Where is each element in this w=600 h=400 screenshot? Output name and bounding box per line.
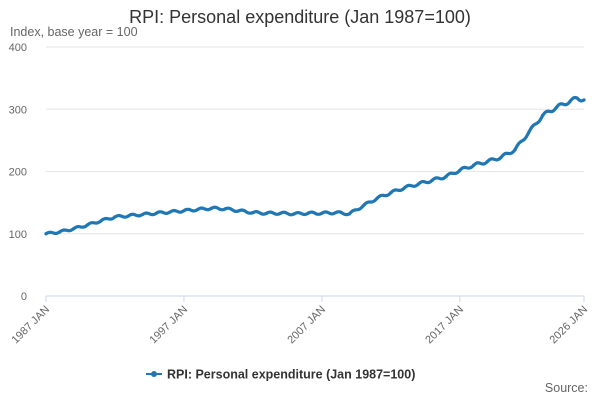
data-point-0-27 — [416, 182, 421, 186]
series-line-0 — [44, 95, 586, 236]
data-point-0-17 — [278, 211, 283, 215]
data-point-0-40 — [582, 98, 586, 102]
gridlines — [46, 46, 584, 235]
data-point-0-18 — [292, 212, 296, 216]
x-tick-label-3: 2017 JAN — [423, 304, 466, 347]
data-point-0-26 — [403, 186, 407, 190]
data-point-0-38 — [568, 99, 572, 103]
x-tick-label-2: 2007 JAN — [285, 304, 328, 347]
y-axis: 0 100 200 300 400 — [9, 42, 27, 303]
data-point-0-24 — [375, 196, 379, 200]
data-point-0-37 — [554, 105, 559, 109]
data-point-0-28 — [430, 178, 434, 182]
data-point-0-39 — [575, 96, 579, 100]
data-point-0-31 — [472, 163, 476, 167]
data-point-0-25 — [389, 191, 393, 195]
data-point-0-32 — [485, 159, 490, 164]
y-tick-label-200: 200 — [9, 167, 27, 179]
data-point-0-14 — [237, 209, 241, 213]
data-point-0-33 — [499, 155, 503, 159]
data-point-0-3 — [85, 223, 89, 227]
y-axis-label: Index, base year = 100 — [10, 25, 138, 39]
data-point-0-11 — [196, 207, 200, 212]
data-point-0-36 — [541, 113, 545, 118]
data-point-0-30 — [458, 168, 462, 172]
x-tick-label-0: 1987 JAN — [9, 304, 52, 347]
data-point-0-13 — [223, 207, 227, 211]
x-tick-label-4: 2026 JAN — [547, 304, 590, 347]
data-point-0-5 — [113, 215, 117, 219]
x-axis: 1987 JAN 1997 JAN 2007 JAN 2017 JAN 2026 JAN — [9, 295, 590, 347]
data-point-0-21 — [334, 210, 338, 215]
data-point-0-19 — [306, 211, 310, 215]
data-point-0-8 — [154, 211, 158, 215]
data-point-0-15 — [251, 210, 255, 215]
data-point-0-12 — [209, 206, 214, 210]
data-point-0-16 — [265, 211, 269, 215]
data-point-0-2 — [71, 227, 76, 231]
data-point-0-6 — [127, 214, 131, 218]
x-tick-label-1: 1997 JAN — [147, 304, 190, 347]
data-point-0-23 — [361, 204, 365, 208]
chart-title: RPI: Personal expenditure (Jan 1987=100) — [129, 7, 471, 27]
data-point-0-4 — [99, 219, 103, 223]
source-label: Source: — [544, 381, 588, 395]
data-point-0-0 — [44, 232, 48, 236]
data-point-0-10 — [182, 209, 186, 213]
y-tick-label-0: 0 — [21, 291, 27, 303]
data-point-0-29 — [444, 174, 448, 179]
data-point-0-1 — [58, 230, 62, 234]
data-point-0-22 — [347, 212, 352, 216]
legend-label: RPI: Personal expenditure (Jan 1987=100) — [167, 368, 415, 382]
data-point-0-35 — [527, 130, 531, 134]
plot-area — [44, 95, 586, 236]
data-point-0-7 — [140, 212, 145, 217]
legend-swatch-marker — [151, 371, 157, 377]
data-point-0-20 — [320, 211, 324, 215]
data-point-0-34 — [513, 148, 517, 152]
y-tick-label-400: 400 — [9, 42, 27, 54]
y-tick-label-100: 100 — [9, 229, 27, 241]
data-point-0-9 — [168, 210, 172, 214]
y-tick-label-300: 300 — [9, 104, 27, 116]
legend: RPI: Personal expenditure (Jan 1987=100) — [146, 368, 415, 382]
